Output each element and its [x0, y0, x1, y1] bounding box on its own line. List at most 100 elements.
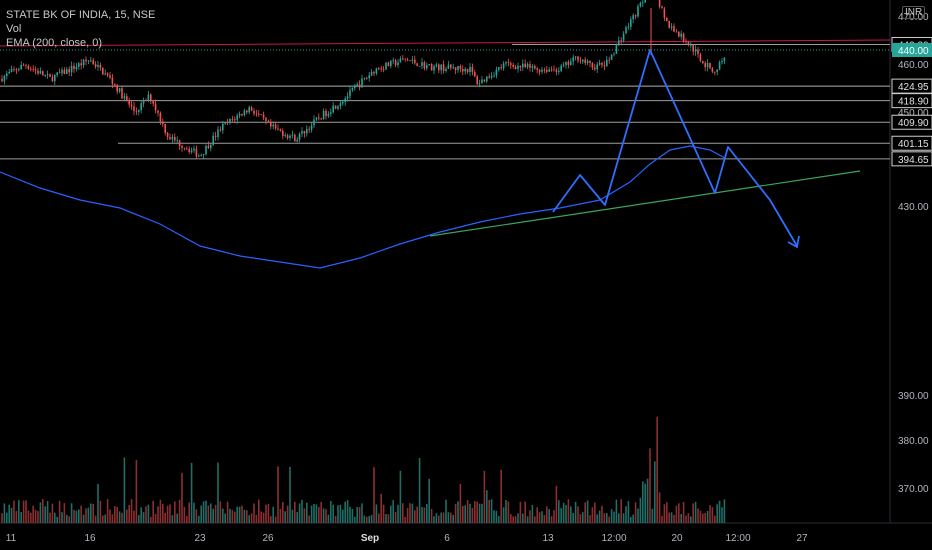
drawing-tools[interactable] [429, 49, 861, 249]
volume-bar [265, 504, 267, 523]
volume-bar [433, 516, 435, 523]
candle-body [358, 84, 361, 88]
volume-bar [610, 509, 613, 523]
candle-body [104, 73, 106, 75]
candle-body [543, 69, 546, 71]
volume-bar [591, 507, 594, 523]
volume-bar [615, 499, 618, 523]
ema-200-line [0, 145, 726, 269]
trendline [429, 170, 861, 237]
candle-body [637, 6, 639, 17]
candle-body [265, 117, 267, 121]
volume-bar [51, 503, 54, 523]
candle-body [193, 148, 195, 151]
candle-body [457, 66, 459, 71]
candle-body [402, 58, 404, 60]
candle-body [118, 88, 121, 92]
volume-bar [210, 503, 212, 523]
volume-bar [56, 516, 58, 523]
candle-body [493, 75, 495, 77]
volume-bar [601, 505, 603, 523]
volume-bar [440, 512, 442, 523]
candle-body [711, 68, 714, 72]
volume-bar [572, 512, 574, 523]
volume-label[interactable]: Vol [6, 23, 22, 35]
candle-body [42, 71, 44, 76]
candle-body [349, 89, 351, 97]
volume-bar [570, 506, 572, 523]
candle-body [562, 65, 565, 66]
volume-bar [277, 466, 279, 523]
volume-bar [313, 504, 315, 523]
candle-body [351, 88, 354, 90]
volume-bar [80, 505, 82, 523]
volume-bar [183, 506, 186, 523]
candle-body [147, 94, 150, 101]
projection-path [552, 49, 798, 247]
candle-body [582, 59, 584, 62]
volume-bar [1, 513, 3, 523]
candle-body [500, 67, 502, 69]
candle-body [634, 15, 637, 17]
volume-bar [510, 514, 512, 523]
time-axis[interactable]: 11 16 23 26 Sep 6 13 12:00 20 12:00 27 [6, 533, 808, 544]
candle-body [692, 45, 694, 52]
candle-body [404, 58, 406, 60]
candle-body [414, 59, 416, 64]
volume-bar [596, 514, 598, 523]
volume-bar [238, 506, 241, 523]
candle-body [202, 154, 205, 156]
candle-body [397, 62, 399, 66]
candle-body [526, 64, 529, 68]
volume-bar [195, 509, 198, 523]
volume-bar [320, 501, 322, 523]
volume-bar [214, 504, 217, 523]
volume-bar [476, 501, 478, 523]
candle-body [697, 49, 699, 55]
candle-body [546, 69, 548, 72]
candle-body [596, 64, 598, 70]
candle-body [219, 129, 222, 131]
candle-body [34, 69, 37, 71]
volume-bar [718, 500, 721, 523]
candle-body [217, 129, 219, 137]
candle-body [195, 148, 198, 157]
level-price-label-box [891, 93, 932, 109]
ema-label[interactable]: EMA (200, close, 0) [6, 37, 102, 49]
candle-body [426, 65, 428, 69]
candle-body [234, 119, 236, 121]
candle-body [579, 60, 582, 62]
volume-bar [150, 516, 152, 523]
volume-bar [10, 507, 13, 523]
symbol-title[interactable]: STATE BK OF INDIA, 15, NSE [6, 9, 156, 21]
candle-body [210, 144, 212, 149]
volume-bar [284, 511, 286, 523]
volume-bar [30, 512, 32, 523]
candle-body [399, 58, 402, 63]
candle-body [618, 40, 620, 45]
volume-bar [260, 511, 262, 523]
candle-body [346, 96, 349, 99]
candle-body [248, 107, 250, 113]
candle-body [625, 27, 627, 34]
candle-body [58, 72, 61, 74]
volume-bar [109, 509, 111, 523]
candle-body [642, 2, 644, 4]
volume-bar [697, 508, 699, 523]
price-axis[interactable]: 470.00 460.00 450.00 430.00 390.00 380.00 370.… [891, 12, 932, 495]
candle-body [632, 15, 634, 20]
candle-body [541, 69, 543, 72]
resistance-line [0, 39, 891, 47]
candle-body [176, 140, 178, 142]
volume-bar [258, 499, 260, 523]
candle-body [313, 119, 315, 126]
candle-body [560, 65, 562, 71]
candle-body [87, 60, 90, 62]
volume-bar [613, 511, 615, 523]
volume-bar [687, 513, 690, 523]
volume-bar [358, 507, 361, 523]
volume-bar [661, 515, 663, 523]
candle-body [310, 125, 313, 130]
volume-bar [548, 509, 550, 523]
